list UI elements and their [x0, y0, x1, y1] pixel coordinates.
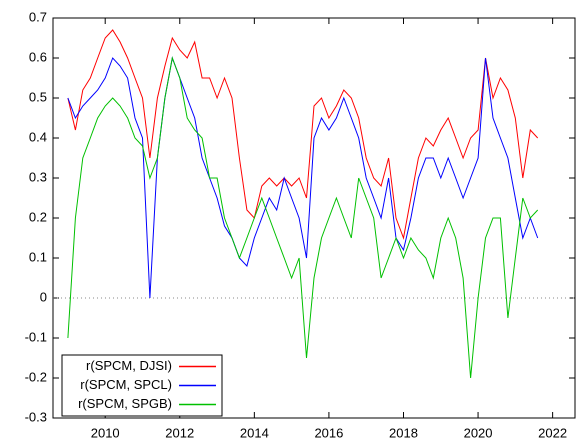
x-tick-label: 2016	[314, 425, 343, 440]
x-tick-label: 2010	[91, 425, 120, 440]
y-tick-label: 0.5	[29, 89, 47, 104]
x-tick-label: 2022	[538, 425, 567, 440]
legend-label: r(SPCM, DJSI)	[86, 358, 172, 373]
y-tick-label: 0.4	[29, 129, 47, 144]
x-tick-label: 2018	[389, 425, 418, 440]
y-tick-label: 0.2	[29, 209, 47, 224]
x-tick-label: 2014	[240, 425, 269, 440]
y-tick-label: -0.3	[25, 409, 47, 424]
y-tick-label: 0.6	[29, 49, 47, 64]
x-tick-label: 2020	[464, 425, 493, 440]
y-tick-label: -0.2	[25, 369, 47, 384]
plot-frame	[52, 17, 576, 419]
series-line	[67, 56, 539, 379]
series-line	[67, 56, 539, 299]
legend-label: r(SPCM, SPGB)	[78, 396, 172, 411]
y-tick-label: 0	[40, 289, 47, 304]
series-line	[67, 29, 539, 240]
x-tick-label: 2012	[165, 425, 194, 440]
legend-label: r(SPCM, SPCL)	[80, 377, 172, 392]
y-tick-label: -0.1	[25, 329, 47, 344]
y-tick-label: 0.7	[29, 9, 47, 24]
y-tick-label: 0.3	[29, 169, 47, 184]
y-tick-label: 0.1	[29, 249, 47, 264]
